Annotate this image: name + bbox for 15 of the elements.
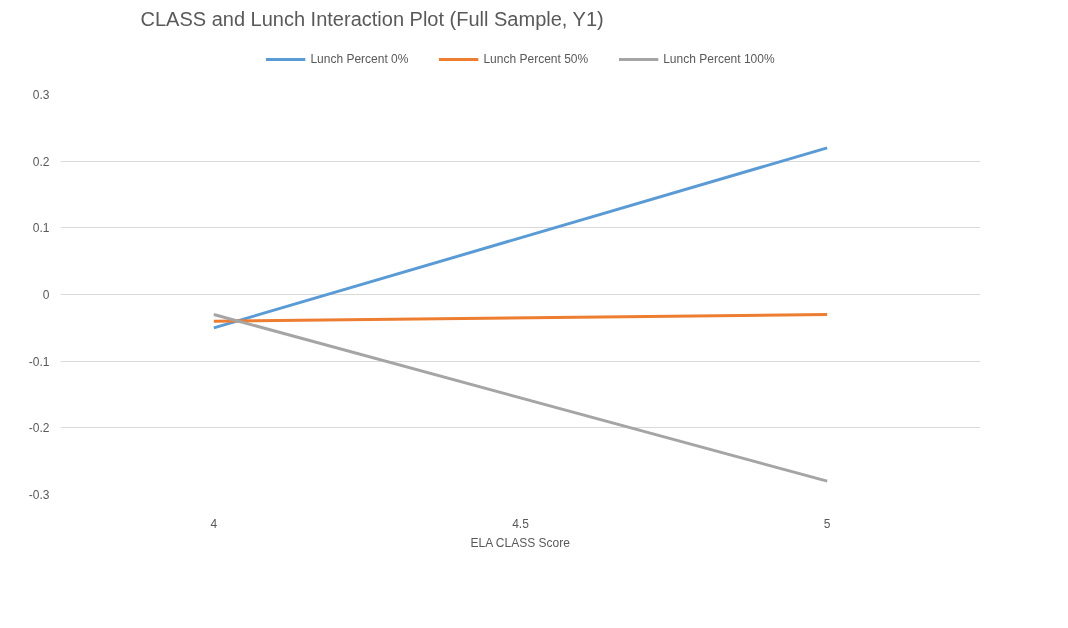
x-tick-label: 5 bbox=[823, 516, 831, 531]
x-axis-title: ELA CLASS Score bbox=[470, 535, 571, 550]
y-tick-label: -0.3 bbox=[28, 488, 50, 502]
x-tick-label: 4 bbox=[210, 516, 218, 531]
x-tick-label: 4.5 bbox=[512, 516, 530, 531]
y-tick-label: -0.2 bbox=[28, 421, 50, 436]
legend-label: Lunch Percent 100% bbox=[663, 52, 775, 66]
y-tick-label: -0.1 bbox=[28, 354, 50, 369]
y-tick-label: 0 bbox=[42, 288, 50, 302]
y-tick-label: 0.1 bbox=[32, 221, 50, 236]
legend-label: Lunch Percent 0% bbox=[310, 52, 409, 66]
y-tick-label: 0.3 bbox=[32, 88, 50, 102]
chart-title: CLASS and Lunch Interaction Plot (Full Sample, Y1) bbox=[140, 7, 604, 30]
legend-label: Lunch Percent 50% bbox=[483, 52, 589, 66]
y-tick-label: 0.2 bbox=[32, 154, 50, 169]
